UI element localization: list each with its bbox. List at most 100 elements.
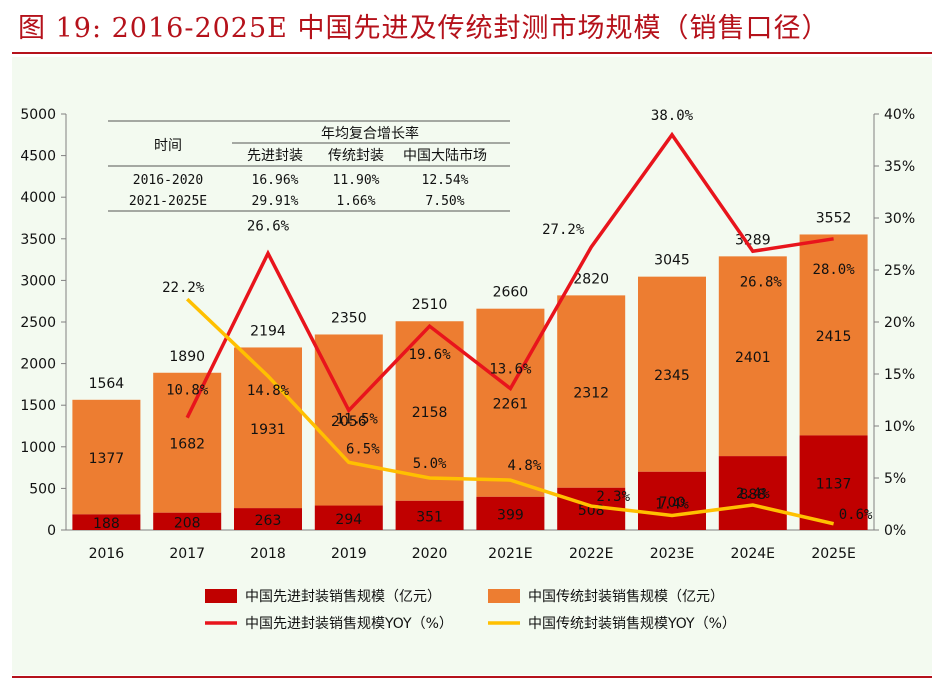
advanced-yoy-label: 11.5% xyxy=(336,411,379,427)
y-left-tick-label: 3000 xyxy=(20,273,56,289)
advanced-yoy-label: 10.8% xyxy=(166,383,209,399)
y-right-tick-label: 10% xyxy=(884,419,915,435)
y-right-tick-label: 15% xyxy=(884,367,915,383)
traditional-yoy-line xyxy=(185,297,834,526)
advanced-yoy-label: 13.6% xyxy=(489,362,532,378)
bar-total-value: 3552 xyxy=(816,210,852,226)
table-cell: 29.91% xyxy=(252,194,299,209)
bar-advanced-value: 888 xyxy=(739,487,766,503)
y-right-tick-label: 35% xyxy=(884,159,915,175)
advanced-yoy-line xyxy=(185,131,834,419)
table-column-header: 先进封装 xyxy=(247,148,303,164)
y-left-tick-label: 4500 xyxy=(20,149,56,165)
bar-traditional-value: 2056 xyxy=(331,414,367,430)
bar-total-value: 1890 xyxy=(169,349,205,365)
bar-total-value: 2350 xyxy=(331,310,367,326)
table-period: 2021-2025E xyxy=(129,194,207,209)
bar-traditional xyxy=(153,372,222,513)
y-right-tick-label: 5% xyxy=(884,471,906,487)
bar-traditional-value: 1682 xyxy=(169,437,205,453)
bar-advanced xyxy=(799,435,868,530)
y-left-tick-label: 1000 xyxy=(20,440,56,456)
x-tick-label: 2021E xyxy=(488,546,532,562)
bar-advanced-value: 188 xyxy=(93,516,120,532)
bar-traditional xyxy=(476,308,545,497)
traditional-yoy-label: 5.0% xyxy=(413,456,447,472)
y-left-tick-label: 3500 xyxy=(20,232,56,248)
legend-swatch xyxy=(488,589,520,603)
bar-advanced xyxy=(395,500,464,530)
y-left-tick-label: 2000 xyxy=(20,357,56,373)
advanced-yoy-label: 38.0% xyxy=(651,108,694,124)
advanced-yoy-label: 28.0% xyxy=(813,262,856,278)
legend-label: 中国先进封装销售规模YOY（%） xyxy=(245,616,453,632)
figure-title: 图 19: 2016-2025E 中国先进及传统封测市场规模（销售口径） xyxy=(18,13,830,44)
y-left-tick-label: 1500 xyxy=(20,398,56,414)
advanced-yoy-label: 26.8% xyxy=(740,274,783,290)
bar-traditional-value: 1377 xyxy=(89,451,125,467)
y-left-tick-label: 500 xyxy=(29,481,56,497)
traditional-yoy-label: 0.6% xyxy=(839,507,873,523)
x-tick-label: 2020 xyxy=(412,546,448,562)
table-cell: 7.50% xyxy=(425,194,464,209)
bar-advanced-value: 294 xyxy=(335,512,362,528)
bar-advanced-value: 700 xyxy=(659,495,686,511)
title-rule xyxy=(12,52,932,54)
table-row-header: 时间 xyxy=(154,138,182,154)
bar-advanced-value: 208 xyxy=(174,515,201,531)
legend-label: 中国传统封装销售规模YOY（%） xyxy=(528,616,736,632)
legend-label: 中国传统封装销售规模（亿元） xyxy=(528,589,724,605)
x-tick-label: 2018 xyxy=(250,546,286,562)
bar-traditional xyxy=(72,399,141,515)
table-cell: 12.54% xyxy=(422,173,469,188)
bar-advanced xyxy=(718,456,787,530)
x-tick-label: 2017 xyxy=(169,546,205,562)
advanced-yoy-label: 27.2% xyxy=(542,222,585,238)
x-tick-label: 2022E xyxy=(569,546,613,562)
bar-advanced xyxy=(638,471,706,530)
table-cell: 1.66% xyxy=(336,194,375,209)
bar-total-value: 2660 xyxy=(493,285,529,301)
bar-traditional-value: 2345 xyxy=(654,368,690,384)
bar-traditional xyxy=(557,295,626,488)
bar-advanced xyxy=(153,512,222,530)
traditional-yoy-label: 6.5% xyxy=(346,441,380,457)
traditional-yoy-label: 2.4% xyxy=(736,486,770,502)
y-left-tick-label: 5000 xyxy=(20,107,56,123)
table-cell: 16.96% xyxy=(252,173,299,188)
bar-traditional-value: 2158 xyxy=(412,405,448,421)
bar-traditional-value: 2415 xyxy=(816,329,852,345)
advanced-yoy-label: 26.6% xyxy=(247,218,290,234)
bar-traditional xyxy=(799,234,868,436)
bar-advanced-value: 399 xyxy=(497,507,524,523)
bar-traditional-value: 2312 xyxy=(573,386,609,402)
legend-swatch xyxy=(205,589,237,603)
traditional-yoy-label: 22.2% xyxy=(162,280,205,296)
bottom-rule xyxy=(12,676,932,678)
y-left-tick-label: 4000 xyxy=(20,190,56,206)
x-tick-label: 2016 xyxy=(89,546,125,562)
y-right-tick-label: 25% xyxy=(884,263,915,279)
legend-label: 中国先进封装销售规模（亿元） xyxy=(245,589,441,605)
bar-advanced xyxy=(314,505,383,530)
advanced-yoy-label: 19.6% xyxy=(409,347,452,363)
y-right-tick-label: 0% xyxy=(884,523,906,539)
bar-traditional xyxy=(638,276,706,472)
x-tick-label: 2023E xyxy=(650,546,694,562)
table-column-header: 中国大陆市场 xyxy=(403,147,487,164)
bar-total-value: 3045 xyxy=(654,253,690,269)
bar-total-value: 2510 xyxy=(412,297,448,313)
bar-total-value: 1564 xyxy=(89,376,125,392)
traditional-yoy-label: 4.8% xyxy=(508,458,542,474)
x-tick-label: 2019 xyxy=(331,546,367,562)
table-cell: 11.90% xyxy=(333,173,380,188)
traditional-yoy-label: 14.8% xyxy=(247,383,290,399)
table-period: 2016-2020 xyxy=(133,173,203,188)
x-tick-label: 2025E xyxy=(811,546,855,562)
y-right-tick-label: 20% xyxy=(884,315,915,331)
bar-advanced-value: 1137 xyxy=(816,477,852,493)
y-left-tick-label: 0 xyxy=(47,523,56,539)
bar-traditional-value: 2401 xyxy=(735,350,771,366)
bar-traditional-value: 2261 xyxy=(493,397,529,413)
